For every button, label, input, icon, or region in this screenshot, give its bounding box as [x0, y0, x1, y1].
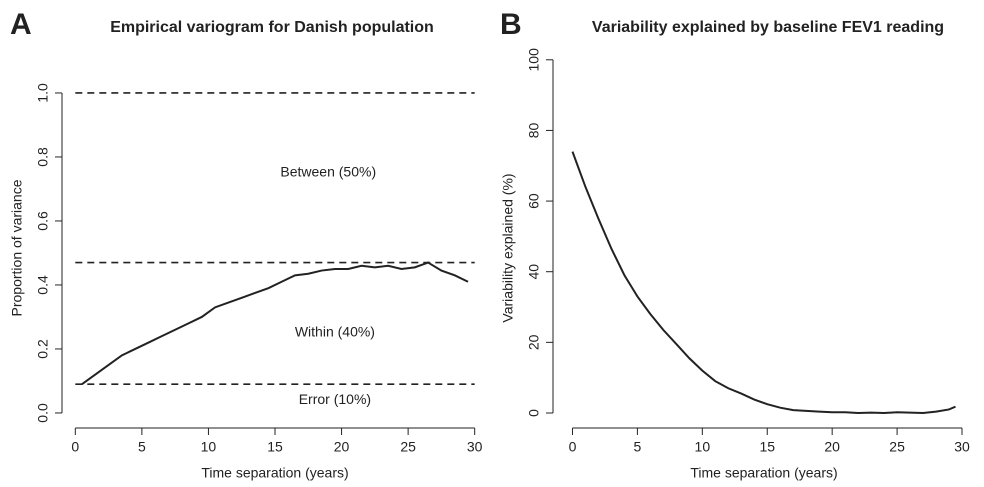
x-axis-label: Time separation (years) [690, 465, 837, 481]
x-tick-label: 10 [695, 439, 711, 455]
x-tick-label: 20 [824, 439, 840, 455]
x-tick-label: 5 [138, 439, 146, 455]
data-line [81, 261, 469, 385]
data-line [571, 151, 956, 414]
chart-title: Empirical variogram for Danish populatio… [110, 19, 434, 36]
panel-label: B [500, 8, 522, 41]
chart-title: Variability explained by baseline FEV1 r… [592, 19, 944, 36]
annotation: Between (50%) [280, 164, 376, 180]
y-axis-label: Variability explained (%) [500, 173, 516, 322]
panel-label: A [10, 8, 32, 41]
y-tick-label: 0.4 [35, 275, 51, 295]
x-tick-label: 30 [467, 439, 483, 455]
annotation: Error (10%) [299, 391, 371, 407]
x-tick-label: 25 [400, 439, 416, 455]
y-tick-label: 100 [526, 48, 542, 72]
y-tick-label: 0 [526, 409, 542, 417]
x-tick-label: 0 [569, 439, 577, 455]
x-tick-label: 0 [71, 439, 79, 455]
y-tick-label: 60 [526, 193, 542, 209]
x-axis-label: Time separation (years) [201, 465, 348, 481]
y-tick-label: 0.2 [35, 339, 51, 359]
x-tick-label: 25 [889, 439, 905, 455]
y-tick-label: 0.6 [35, 211, 51, 231]
y-tick-label: 40 [526, 264, 542, 280]
x-tick-label: 20 [334, 439, 350, 455]
y-tick-label: 20 [526, 334, 542, 350]
y-tick-label: 0.8 [35, 147, 51, 167]
x-tick-label: 15 [759, 439, 775, 455]
y-tick-label: 80 [526, 122, 542, 138]
y-tick-label: 0.0 [35, 403, 51, 423]
x-tick-label: 30 [954, 439, 970, 455]
y-axis-label: Proportion of variance [9, 179, 25, 316]
x-tick-label: 5 [634, 439, 642, 455]
annotation: Within (40%) [295, 324, 375, 340]
x-tick-label: 10 [201, 439, 217, 455]
x-tick-label: 15 [267, 439, 283, 455]
y-tick-label: 1.0 [35, 83, 51, 103]
